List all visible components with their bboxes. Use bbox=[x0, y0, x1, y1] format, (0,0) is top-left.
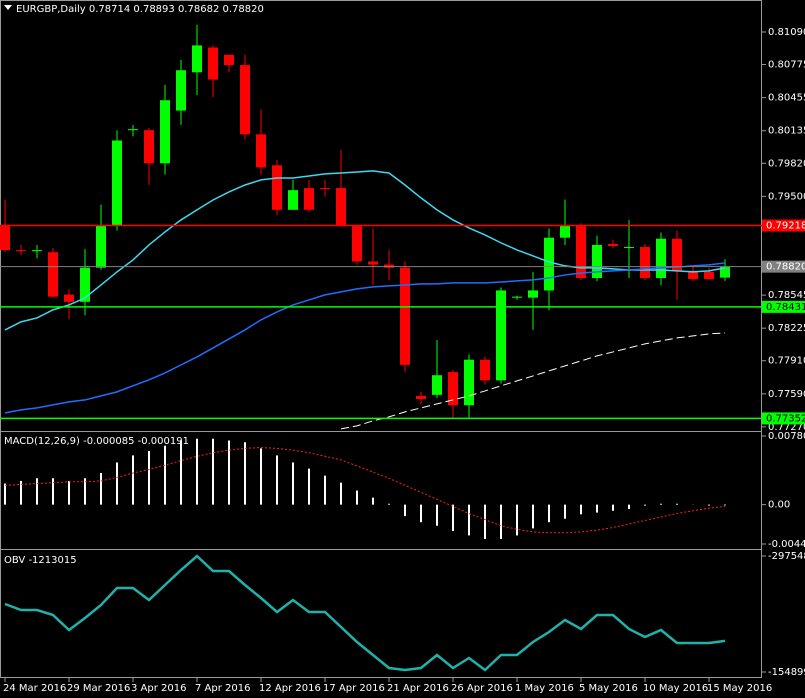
candle-body bbox=[352, 225, 362, 262]
y-tick-label: 0.78545 bbox=[768, 290, 805, 301]
y-tick-label: 0.80775 bbox=[768, 60, 805, 71]
candle-body bbox=[192, 45, 202, 73]
x-tick-label: 29 Mar 2016 bbox=[67, 683, 130, 694]
y-tick-label: 0.80455 bbox=[768, 93, 805, 104]
x-tick-label: 26 Apr 2016 bbox=[451, 683, 513, 694]
candle-body bbox=[496, 290, 506, 381]
y-tick-label: 0.007809 bbox=[768, 431, 805, 442]
candle-body bbox=[592, 244, 602, 279]
candle-body bbox=[464, 359, 474, 406]
candle-body bbox=[208, 47, 218, 80]
moving-average bbox=[4, 170, 726, 331]
x-tick-label: 1 May 2016 bbox=[515, 683, 574, 694]
x-tick-label: 3 Apr 2016 bbox=[131, 683, 186, 694]
level-box bbox=[762, 412, 805, 425]
candle-body bbox=[448, 372, 458, 406]
candle-body bbox=[304, 188, 314, 210]
y-tick-label: 0.80135 bbox=[768, 126, 805, 137]
level-label: 0.79218 bbox=[766, 221, 805, 232]
candle-body bbox=[320, 188, 330, 190]
candle-body bbox=[528, 290, 538, 298]
candle-body bbox=[240, 65, 250, 135]
candle-body bbox=[80, 267, 90, 302]
panel-title: MACD(12,26,9) -0.000085 -0.000191 bbox=[4, 436, 189, 447]
level-label: 0.78431 bbox=[766, 302, 805, 313]
candle-body bbox=[576, 225, 586, 279]
candle-body bbox=[688, 270, 698, 280]
obv-line bbox=[4, 554, 726, 672]
candle-body bbox=[560, 225, 570, 238]
moving-average bbox=[4, 262, 726, 414]
candle-body bbox=[288, 190, 298, 210]
candle-body bbox=[720, 266, 730, 278]
panel-title: OBV -1213015 bbox=[4, 555, 77, 566]
candle-body bbox=[624, 247, 634, 249]
menu-arrow[interactable] bbox=[4, 5, 12, 10]
candle-body bbox=[416, 395, 426, 399]
y-tick-label: -0.004476 bbox=[768, 539, 805, 550]
x-tick-label: 10 May 2016 bbox=[643, 683, 708, 694]
candle-body bbox=[176, 70, 186, 111]
candle-body bbox=[672, 238, 682, 271]
frame bbox=[0, 0, 762, 678]
y-tick-label: 0.78225 bbox=[768, 323, 805, 334]
candles bbox=[0, 24, 730, 418]
candle-body bbox=[272, 165, 282, 210]
x-tick-label: 12 Apr 2016 bbox=[259, 683, 321, 694]
candle-body bbox=[400, 267, 410, 365]
level-label: 0.78820 bbox=[766, 262, 805, 273]
candle-body bbox=[608, 243, 618, 246]
candle-body bbox=[32, 250, 42, 252]
y-tick-label: 0.77270 bbox=[768, 422, 805, 433]
candle-body bbox=[160, 100, 170, 164]
level-box bbox=[762, 260, 805, 273]
candle-body bbox=[48, 252, 58, 297]
candle-body bbox=[368, 261, 378, 265]
candle-body bbox=[512, 296, 522, 298]
candle-body bbox=[112, 140, 122, 226]
candle-body bbox=[64, 294, 74, 302]
x-tick-label: 7 Apr 2016 bbox=[195, 683, 250, 694]
candle-body bbox=[256, 134, 266, 168]
candle-body bbox=[640, 247, 650, 279]
x-tick-label: 24 Mar 2016 bbox=[3, 683, 66, 694]
y-tick-label: 0.00 bbox=[768, 500, 790, 511]
candle-body bbox=[144, 130, 154, 164]
candle-body bbox=[432, 375, 442, 395]
candle-body bbox=[96, 225, 106, 268]
candle-body bbox=[128, 129, 138, 131]
x-tick-label: 15 May 2016 bbox=[707, 683, 772, 694]
moving-average bbox=[340, 332, 726, 430]
level-label: 0.77352 bbox=[766, 413, 805, 424]
level-box bbox=[762, 300, 805, 313]
candle-body bbox=[544, 237, 554, 291]
x-tick-label: 21 Apr 2016 bbox=[387, 683, 449, 694]
y-tick-label: -1548994 bbox=[768, 667, 805, 678]
x-tick-label: 5 May 2016 bbox=[579, 683, 638, 694]
candle-body bbox=[224, 54, 234, 66]
candle-body bbox=[656, 238, 666, 279]
candle-body bbox=[480, 359, 490, 381]
candle-body bbox=[16, 250, 26, 252]
candle-body bbox=[704, 271, 714, 280]
candle-body bbox=[336, 188, 346, 226]
y-tick-label: -297548 bbox=[768, 551, 805, 562]
candle-body bbox=[384, 264, 394, 268]
signal-line bbox=[4, 447, 726, 534]
plot-frame bbox=[0, 0, 762, 678]
level-box bbox=[762, 219, 805, 232]
panel-title: EURGBP,Daily 0.78714 0.78893 0.78682 0.7… bbox=[16, 4, 264, 15]
candle-body bbox=[0, 225, 10, 251]
x-tick-label: 17 Apr 2016 bbox=[323, 683, 385, 694]
